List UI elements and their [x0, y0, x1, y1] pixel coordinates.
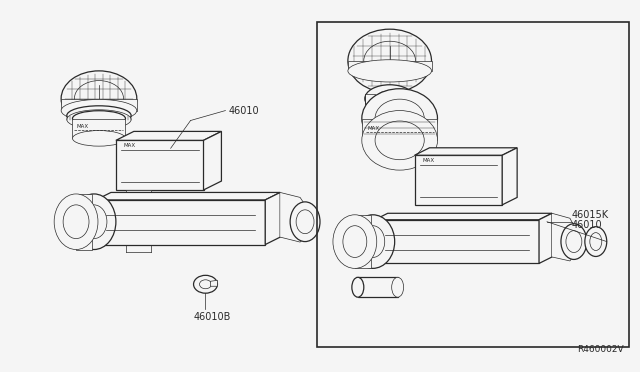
Polygon shape	[204, 131, 221, 190]
Polygon shape	[539, 213, 552, 263]
Polygon shape	[96, 192, 280, 200]
Text: R460002V: R460002V	[577, 345, 623, 354]
Polygon shape	[375, 213, 552, 220]
Ellipse shape	[348, 60, 431, 82]
Polygon shape	[355, 215, 371, 268]
Ellipse shape	[392, 277, 404, 297]
Text: MAX: MAX	[422, 158, 435, 163]
Polygon shape	[72, 119, 125, 138]
Bar	[317, 22, 629, 347]
Polygon shape	[76, 194, 92, 250]
Text: 46010B: 46010B	[193, 312, 231, 322]
Ellipse shape	[67, 106, 131, 125]
Ellipse shape	[72, 131, 125, 146]
Ellipse shape	[61, 71, 137, 126]
Ellipse shape	[362, 89, 438, 148]
Polygon shape	[552, 213, 579, 261]
Bar	[365, 94, 375, 104]
Ellipse shape	[348, 29, 431, 93]
Ellipse shape	[193, 275, 218, 293]
Ellipse shape	[561, 224, 587, 259]
Polygon shape	[116, 131, 221, 140]
Polygon shape	[502, 148, 517, 205]
Polygon shape	[211, 280, 218, 286]
Ellipse shape	[352, 277, 364, 297]
Polygon shape	[362, 119, 438, 140]
Bar	[96, 200, 265, 244]
Text: MAX: MAX	[124, 143, 136, 148]
Bar	[415, 155, 502, 205]
Ellipse shape	[585, 227, 607, 256]
Bar	[358, 277, 397, 297]
Ellipse shape	[290, 202, 320, 241]
Ellipse shape	[365, 85, 415, 113]
Ellipse shape	[72, 111, 125, 126]
Bar	[404, 94, 415, 104]
Polygon shape	[126, 190, 151, 200]
Ellipse shape	[54, 194, 98, 250]
Bar	[375, 220, 539, 263]
Polygon shape	[280, 192, 312, 242]
Polygon shape	[265, 192, 280, 244]
Ellipse shape	[351, 215, 395, 268]
Text: 46010: 46010	[572, 220, 602, 230]
Text: MAX: MAX	[76, 124, 88, 129]
Bar	[116, 140, 204, 190]
Ellipse shape	[333, 215, 377, 268]
Polygon shape	[61, 99, 137, 110]
Text: MAX: MAX	[368, 126, 380, 131]
Ellipse shape	[67, 110, 131, 129]
Ellipse shape	[362, 110, 438, 170]
Text: 46015K: 46015K	[572, 210, 609, 220]
Ellipse shape	[61, 99, 137, 122]
Polygon shape	[415, 148, 517, 155]
Polygon shape	[348, 61, 431, 71]
Ellipse shape	[72, 194, 116, 250]
Text: 46010: 46010	[228, 106, 259, 116]
